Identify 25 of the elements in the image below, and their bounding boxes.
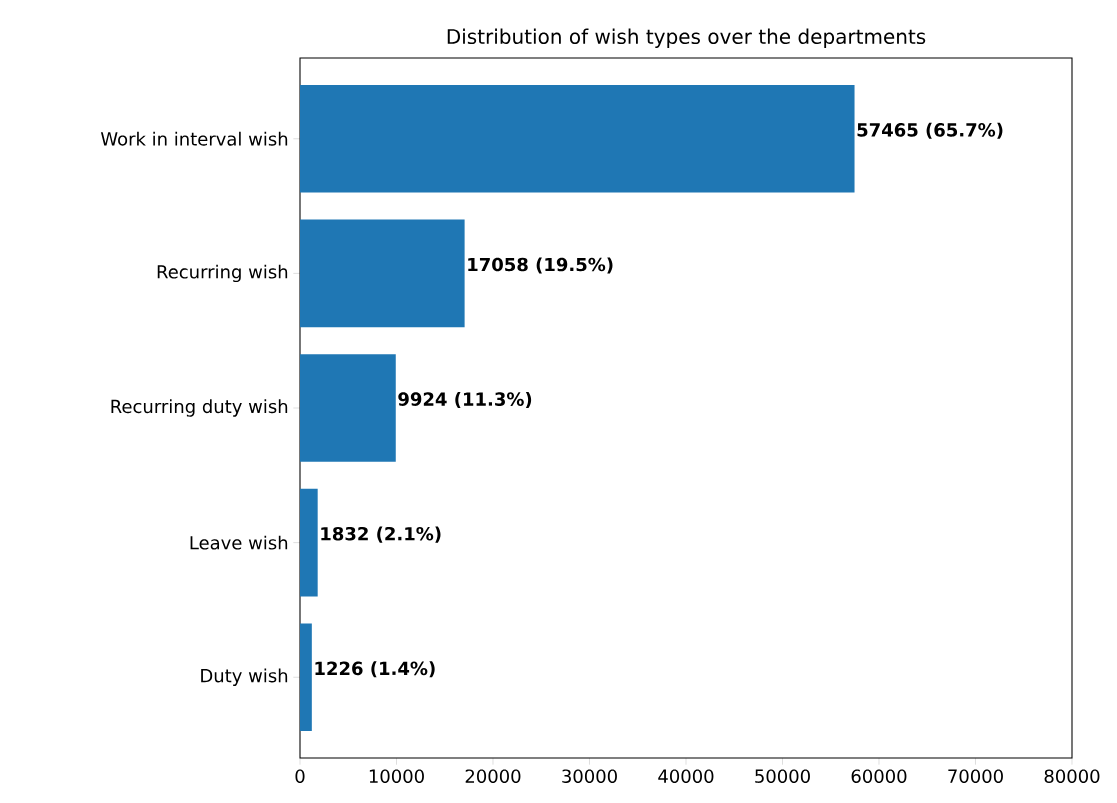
x-tick-label: 0: [295, 769, 305, 783]
chart-title: Distribution of wish types over the departments: [447, 28, 926, 48]
y-tick-label: Duty wish: [201, 668, 288, 686]
y-tick-label: Recurring wish: [157, 264, 288, 283]
x-tick-label: 70000: [948, 769, 1003, 783]
data-label: 17058 (19.5%): [468, 257, 613, 274]
y-tick-label: Recurring duty wish: [111, 399, 288, 417]
x-tick-label: 80000: [1044, 769, 1100, 783]
x-tick-label: 20000: [465, 769, 521, 783]
y-tick-label: Work in interval wish: [100, 131, 288, 146]
bar: [300, 354, 396, 462]
bar: [300, 623, 312, 732]
x-tick-label: 10000: [369, 769, 424, 783]
data-label: 9924 (11.3%): [398, 391, 532, 409]
bar: [300, 219, 465, 328]
y-tick-label: Leave wish: [190, 535, 288, 550]
bar: [300, 488, 318, 597]
data-label: 1832 (2.1%): [321, 526, 441, 543]
bar: [300, 84, 855, 193]
data-label: 1226 (1.4%): [315, 661, 435, 678]
x-tick-label: 50000: [755, 769, 810, 783]
x-tick-label: 30000: [562, 769, 617, 783]
x-tick-label: 40000: [658, 769, 714, 783]
x-tick-label: 60000: [851, 769, 907, 783]
data-label: 57465 (65.7%): [857, 122, 1003, 139]
